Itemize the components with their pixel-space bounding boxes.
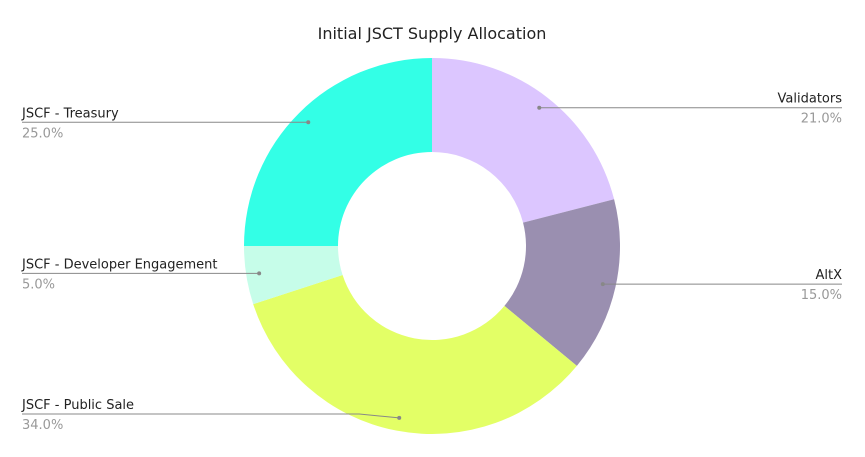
leader-dot <box>600 282 605 287</box>
slice-label: Validators <box>778 92 843 107</box>
leader-dot <box>306 120 311 125</box>
slice-value-label: 15.0% <box>801 288 842 303</box>
slice <box>244 246 343 305</box>
slice-value-label: 21.0% <box>801 112 842 127</box>
slice <box>432 58 615 223</box>
slice-label: JSCF - Public Sale <box>21 398 134 413</box>
slice-label: AltX <box>815 268 842 283</box>
slice <box>504 199 620 366</box>
slice-label: JSCF - Treasury <box>21 106 119 121</box>
leader-dot <box>397 415 402 420</box>
chart-title: Initial JSCT Supply Allocation <box>318 24 547 43</box>
slice <box>253 275 577 434</box>
slice <box>244 58 432 246</box>
leader-dot <box>537 105 542 110</box>
slice-value-label: 34.0% <box>22 418 63 433</box>
slice-label: JSCF - Developer Engagement <box>21 257 218 272</box>
leader-dot <box>257 271 262 276</box>
slice-value-label: 5.0% <box>22 277 55 292</box>
slice-value-label: 25.0% <box>22 126 63 141</box>
leader-line <box>22 413 400 419</box>
